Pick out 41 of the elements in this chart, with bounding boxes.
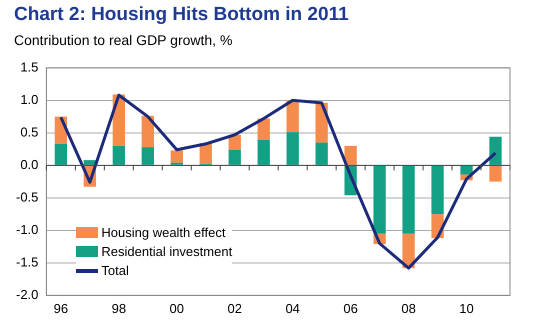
y-tick-label: -2.0 <box>16 286 38 302</box>
bar <box>286 132 299 165</box>
legend-label: Total <box>101 263 129 278</box>
x-tick-label: 02 <box>228 300 242 316</box>
bar <box>460 166 473 174</box>
bar <box>228 150 241 165</box>
y-tick-label: 1.0 <box>20 92 38 107</box>
legend-label: Residential investment <box>101 244 232 260</box>
bar <box>373 166 386 234</box>
bar <box>431 166 444 214</box>
x-tick-label: 10 <box>459 300 474 316</box>
y-tick-label: -1.5 <box>16 254 38 270</box>
y-tick-label: 0.5 <box>20 124 38 140</box>
y-tick-label: 1.5 <box>20 59 38 74</box>
chart-subtitle: Contribution to real GDP growth, % <box>14 32 232 48</box>
bar <box>258 118 270 140</box>
bar <box>170 150 183 163</box>
x-tick-label: 98 <box>112 300 126 316</box>
y-tick-label: -0.5 <box>16 189 38 204</box>
bar <box>258 140 270 165</box>
x-tick-label: 04 <box>285 300 300 316</box>
x-tick-label: 96 <box>54 300 68 316</box>
y-tick-label: 0.0 <box>20 156 38 172</box>
chart-title: Chart 2: Housing Hits Bottom in 2011 <box>14 4 349 26</box>
bar <box>112 146 125 165</box>
x-tick-label: 08 <box>401 300 416 316</box>
legend-label: Housing wealth effect <box>101 225 226 240</box>
bar <box>489 136 502 165</box>
bar <box>402 166 415 234</box>
y-tick-label: -1.0 <box>16 222 38 237</box>
x-tick-label: 06 <box>343 300 358 316</box>
bar <box>142 116 154 148</box>
bar <box>344 146 357 165</box>
x-tick-label: 00 <box>170 300 184 316</box>
bar <box>200 143 212 164</box>
bar <box>54 144 68 165</box>
bar <box>142 147 154 165</box>
bar <box>316 142 328 165</box>
bar <box>286 100 299 132</box>
bar <box>489 166 502 182</box>
bar <box>84 160 96 165</box>
